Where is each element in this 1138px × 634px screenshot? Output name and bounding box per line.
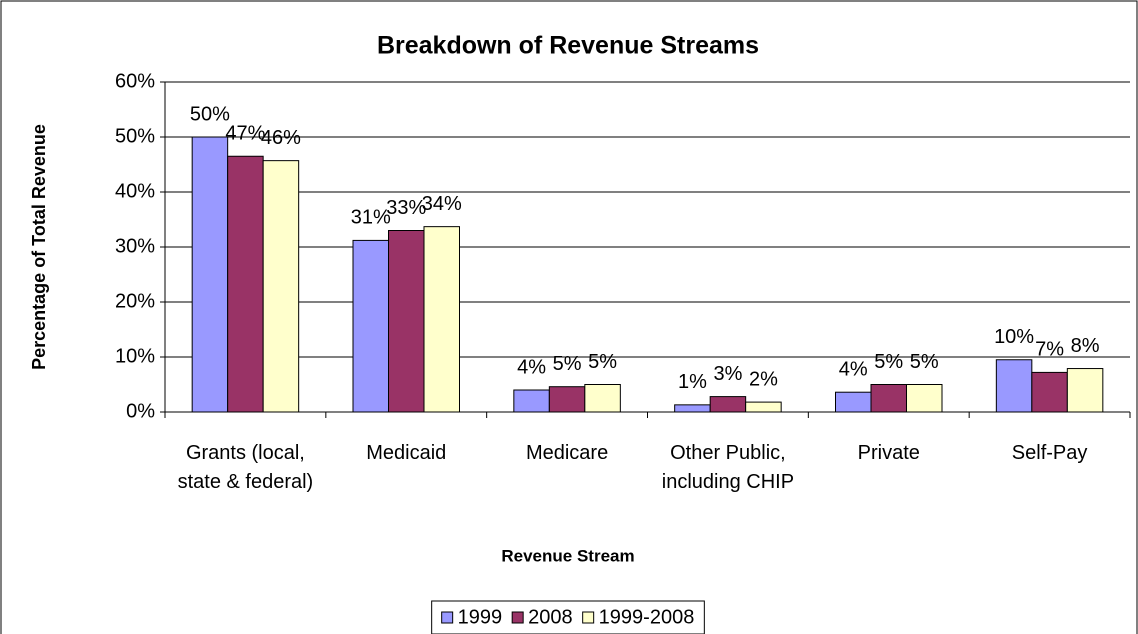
x-tick-label: Medicaid [366,442,446,464]
x-tick-label-line: state & federal) [178,471,314,493]
data-label: 2% [749,368,778,390]
x-tick-label: Private [858,442,920,464]
x-axis-title: Revenue Stream [501,546,634,565]
bar [870,384,907,413]
y-tick-label: 40% [115,180,155,202]
chart-title: Breakdown of Revenue Streams [377,32,759,60]
legend-swatch [511,611,524,624]
legend-box [431,600,705,634]
legend-label: 1999-2008 [599,606,695,628]
x-tick-label-line: Medicaid [366,442,446,464]
y-tick-label: 20% [115,290,155,312]
x-tick-label: Grants (local, state & federal) [178,442,314,493]
bar [513,389,550,413]
data-label: 46% [261,127,301,149]
bar [262,160,300,413]
y-tick-label: 30% [115,235,155,257]
x-tick-label-line: Self-Pay [1012,442,1088,464]
bar [674,404,711,413]
data-label: 50% [190,103,230,125]
legend-label: 1999 [458,606,503,628]
x-tick-label-line: Private [858,442,920,464]
bar [388,230,425,413]
x-tick-label-line: including CHIP [662,471,794,493]
legend: 1999 2008 1999-2008 [431,600,705,634]
x-tick-label: Medicare [526,442,608,464]
bar [548,386,586,413]
x-tick-label: Self-Pay [1012,442,1088,464]
x-tick-label-line: Grants (local, [186,442,305,464]
data-label: 7% [1035,339,1064,361]
bar [835,391,872,413]
legend-label: 2008 [528,606,573,628]
data-label: 31% [351,207,391,229]
y-tick-label: 10% [115,345,155,367]
y-tick-label: 60% [115,70,155,92]
bar [906,384,943,413]
x-tick-label-line: Other Public, [670,442,786,464]
x-tick-label-line: Medicare [526,442,608,464]
bar [995,359,1033,413]
bar [709,396,747,413]
bar [584,384,621,413]
y-axis-title: Percentage of Total Revenue [29,124,49,370]
bar [352,239,389,413]
bar [745,401,782,413]
data-label: 4% [517,356,546,378]
data-label: 4% [839,358,868,380]
bar [191,136,229,413]
data-label: 8% [1071,335,1100,357]
data-label: 3% [713,363,742,385]
data-label: 1% [678,371,707,393]
data-label: 33% [386,197,426,219]
data-label: 5% [910,351,939,373]
y-tick-label: 0% [126,400,155,422]
data-label: 5% [588,351,617,373]
x-tick-label: Other Public, including CHIP [662,442,794,493]
legend-swatch [441,611,454,624]
data-label: 5% [874,351,903,373]
data-label: 5% [553,353,582,375]
data-label: 34% [422,193,462,215]
legend-swatch [582,611,595,624]
data-label: 10% [994,326,1034,348]
data-label: 47% [225,123,265,145]
bar [423,226,460,413]
y-tick-label: 50% [115,125,155,147]
bar [1031,371,1068,413]
bar [1066,368,1104,413]
bar [227,155,264,413]
